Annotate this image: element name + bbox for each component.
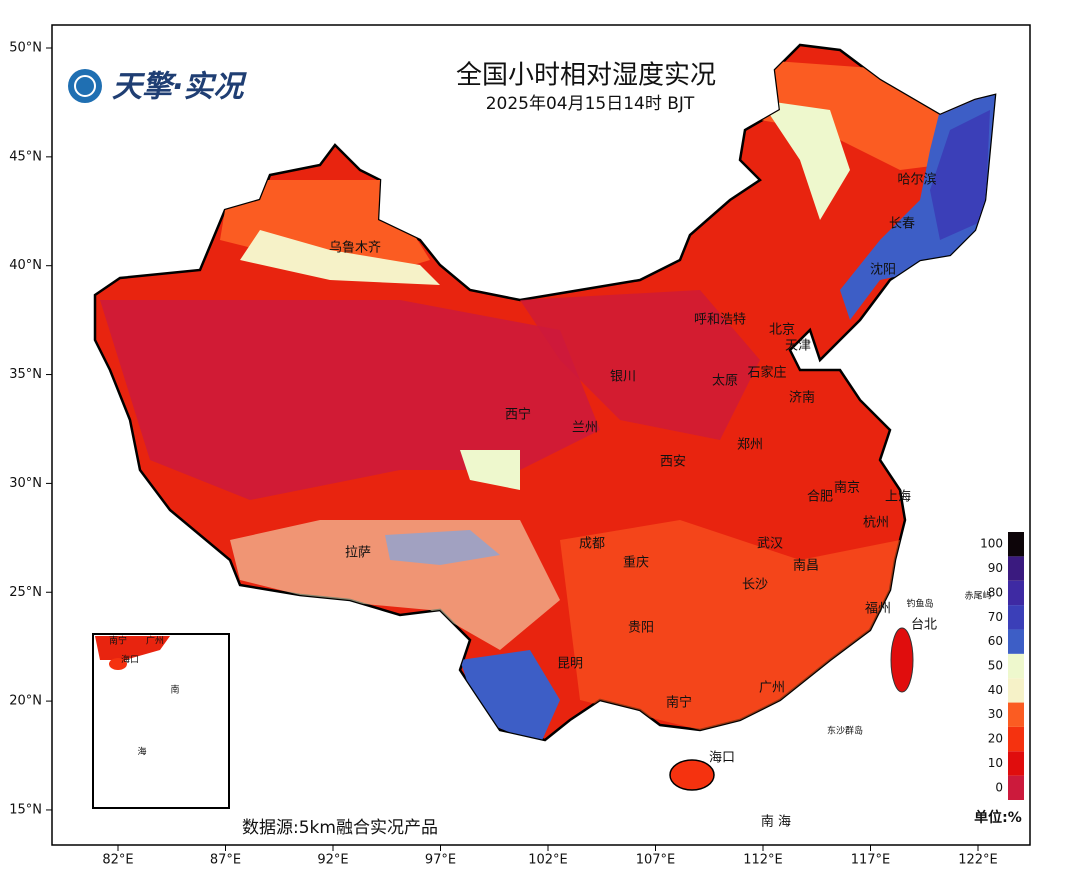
logo-text: 天擎·实况 [112,70,247,105]
city-label: 天津 [785,339,811,354]
city-label: 拉萨 [345,546,371,561]
lat-tick-label: 20°N [9,694,42,709]
colorbar-segment [1008,532,1024,557]
city-label: 重庆 [623,555,649,571]
city-label: 合肥 [807,490,833,505]
inset-hainan [109,658,127,670]
island-label: 钓鱼岛 [906,598,933,610]
moist-patch [230,520,560,650]
colorbar-segment [1008,751,1024,776]
city-label: 太原 [712,374,738,389]
city-label: 兰州 [572,421,598,436]
lon-tick-label: 82°E [102,853,133,868]
city-label: 贵阳 [628,621,654,636]
colorbar-tick-label: 20 [988,732,1003,746]
map-subtitle: 2025年04月15日14时 BJT [486,94,695,114]
lon-tick-label: 112°E [743,853,783,868]
lat-tick-label: 15°N [9,802,42,817]
colorbar-segment [1008,629,1024,654]
inset-label: 海 [137,746,146,758]
city-label: 石家庄 [747,365,786,381]
colorbar-tick-label: 0 [995,780,1003,794]
city-label: 台北 [911,618,937,633]
sea-label: 南 海 [761,814,791,830]
lon-tick-label: 97°E [425,853,456,868]
colorbar-tick-label: 60 [988,634,1003,648]
moist-patch [460,450,520,490]
inset-label: 南宁 [109,635,127,647]
city-label: 西安 [660,455,686,470]
moist-patch [240,230,440,285]
city-label: 上海 [885,490,911,505]
inset-land [95,636,170,660]
colorbar-tick-label: 70 [988,610,1003,624]
inset-label: 海口 [121,654,139,666]
hainan-island [669,759,715,791]
colorbar-tick-label: 40 [988,683,1003,697]
city-label: 南昌 [793,558,819,574]
lat-tick-label: 30°N [9,476,42,491]
colorbar-segment [1008,678,1024,703]
city-label: 济南 [789,390,815,406]
city-label: 哈尔滨 [897,172,936,188]
colorbar-segment [1008,653,1024,679]
lat-tick-label: 50°N [9,41,42,56]
colorbar-tick-label: 50 [988,659,1003,673]
island-label: 赤尾屿 [964,591,991,602]
lon-tick-label: 117°E [851,853,891,868]
colorbar-tick-label: 100 [980,537,1003,551]
lon-tick-label: 107°E [636,853,676,868]
city-label: 杭州 [863,516,889,531]
colorbar-segment [1008,556,1024,581]
dry-patch [520,290,760,440]
city-label: 广州 [759,681,785,696]
colorbar-segment [1008,702,1024,727]
city-label: 沈阳 [870,263,896,278]
city-label: 昆明 [557,657,583,672]
lat-tick-label: 25°N [9,585,42,600]
lon-tick-label: 102°E [528,853,568,868]
colorbar-segment [1008,726,1024,752]
city-label: 成都 [579,537,605,552]
colorbar-segment [1008,580,1024,606]
island-label: 东沙群岛 [827,725,863,737]
lat-tick-label: 35°N [9,367,42,382]
colorbar-segment [1008,605,1024,630]
moist-patch [760,100,850,220]
data-source: 数据源:5km融合实况产品 [242,818,438,838]
city-label: 南京 [834,480,860,496]
colorbar-tick-label: 10 [988,756,1003,770]
city-label: 西宁 [505,407,531,423]
colorbar-tick-label: 30 [988,707,1003,721]
colorbar-tick-label: 80 [988,585,1003,599]
city-label: 银川 [610,370,636,385]
city-label: 北京 [769,323,795,338]
lon-tick-label: 92°E [317,853,348,868]
wet-patch [930,110,990,240]
taiwan-island [890,627,914,693]
city-label: 郑州 [737,438,763,453]
city-label: 长沙 [742,578,768,593]
city-label: 海口 [709,751,735,766]
lon-tick-label: 122°E [958,853,998,868]
city-label: 福州 [865,602,891,617]
logo-icon-ring [74,75,96,97]
city-label: 南宁 [666,695,692,711]
colorbar-tick-label: 90 [988,561,1003,575]
colorbar-unit: 单位:% [974,809,1022,826]
colorbar-segment [1008,775,1024,800]
lon-tick-label: 87°E [210,853,241,868]
city-label: 长春 [889,217,915,232]
map-title: 全国小时相对湿度实况 [456,61,716,91]
logo-icon [68,69,102,103]
city-label: 呼和浩特 [694,313,746,328]
inset-label: 南 [170,684,179,696]
lat-tick-label: 40°N [9,258,42,273]
city-label: 乌鲁木齐 [329,240,381,256]
inset-label: 广州 [146,635,164,647]
city-label: 武汉 [757,537,783,552]
lat-tick-label: 45°N [9,149,42,164]
